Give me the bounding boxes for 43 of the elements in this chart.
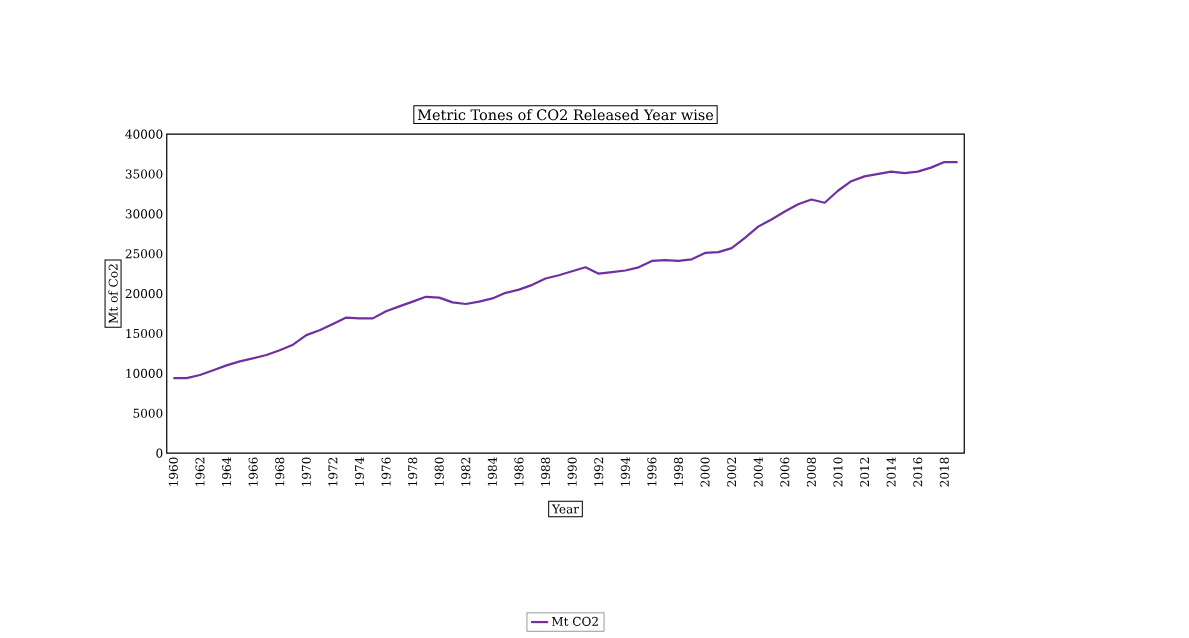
x-tick-label: 2010	[833, 457, 843, 487]
x-tick-label: 1982	[461, 457, 471, 486]
x-tick-label: 1998	[673, 457, 684, 486]
x-tick-label: 1972	[328, 457, 338, 486]
x-tick-label: 1970	[301, 457, 311, 486]
x-tick-label: 2014	[886, 457, 896, 487]
x-tick-label: 2008	[806, 457, 816, 487]
x-axis-title: Year	[551, 504, 579, 514]
x-tick-label: 1962	[195, 457, 205, 486]
y-tick-label: 0	[156, 448, 163, 458]
y-tick-label: 30000	[125, 209, 163, 219]
x-tick-label: 2012	[860, 457, 870, 487]
y-tick-label: 10000	[126, 368, 163, 378]
y-tick-label: 35000	[125, 169, 163, 179]
y-tick-label: 15000	[126, 328, 163, 339]
x-tick-label: 2002	[727, 457, 737, 487]
y-axis-title: Mt of Co2	[108, 264, 118, 324]
y-tick-label: 5000	[133, 408, 163, 418]
x-tick-label: 1994	[620, 457, 630, 486]
x-tick-label: 1964	[222, 457, 232, 486]
x-tick-label: 2006	[780, 457, 790, 487]
x-tick-label: 1960	[168, 457, 178, 486]
y-tick-label: 40000	[125, 129, 163, 139]
x-tick-label: 1980	[434, 457, 444, 486]
x-tick-label: 2004	[753, 457, 763, 487]
y-tick-label: 25000	[125, 249, 163, 259]
x-tick-label: 1996	[647, 457, 657, 486]
x-tick-label: 2016	[913, 457, 923, 487]
x-tick-label: 1984	[487, 457, 497, 486]
x-tick-label: 1986	[514, 457, 524, 486]
x-tick-label: 1992	[594, 457, 604, 486]
x-tick-label: 1974	[354, 457, 365, 486]
x-tick-label: 1968	[275, 457, 285, 486]
x-tick-label: 1988	[541, 457, 551, 486]
chart-title: Metric Tones of CO2 Released Year wise	[417, 109, 714, 121]
legend-label: Mt CO2	[551, 616, 598, 626]
x-tick-label: 2018	[939, 457, 949, 487]
x-tick-label: 2000	[700, 457, 710, 487]
y-tick-label: 20000	[125, 289, 163, 299]
x-tick-label: 1966	[248, 457, 258, 486]
x-tick-label: 1990	[567, 457, 577, 486]
x-tick-label: 1978	[408, 457, 418, 486]
x-tick-label: 1976	[381, 457, 391, 486]
